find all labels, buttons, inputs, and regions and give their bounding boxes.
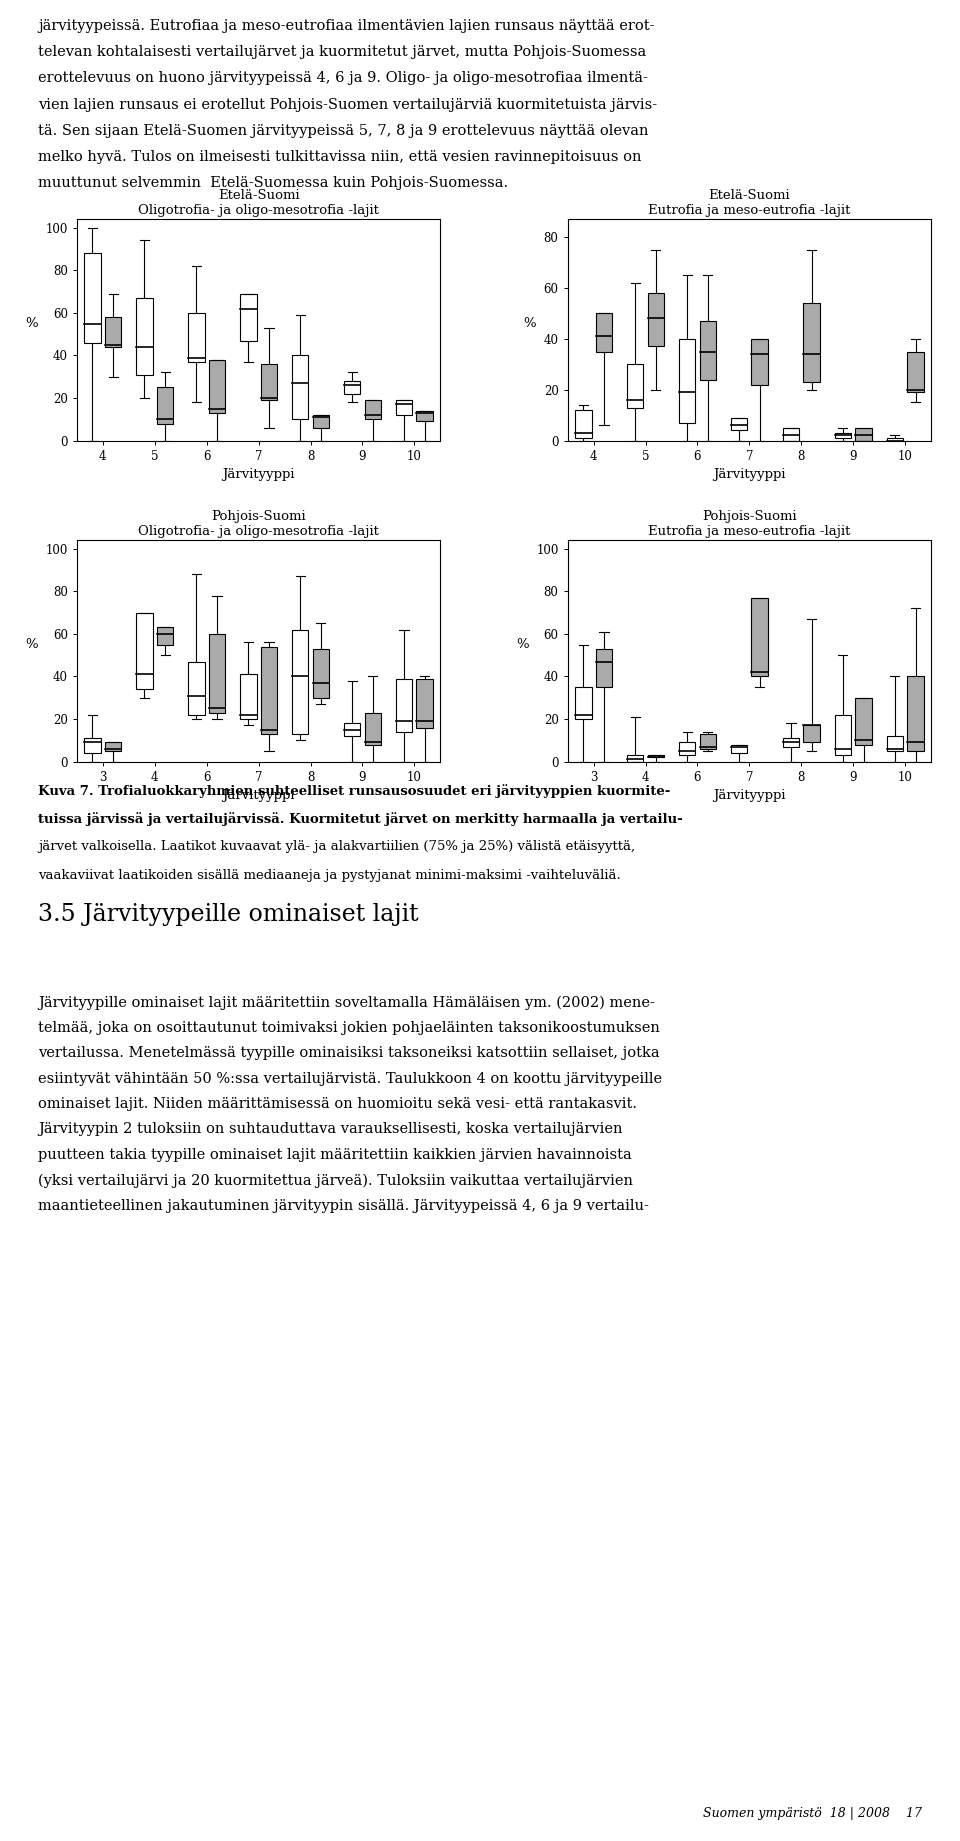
Bar	[855, 427, 872, 440]
Text: esiintyvät vähintään 50 %:ssa vertailujärvistä. Taulukkoon 4 on koottu järvityyp: esiintyvät vähintään 50 %:ssa vertailujä…	[38, 1071, 662, 1086]
Bar	[886, 438, 903, 440]
Title: Pohjois-Suomi
Oligotrofia- ja oligo-mesotrofia -lajit: Pohjois-Suomi Oligotrofia- ja oligo-meso…	[138, 510, 379, 538]
Bar	[84, 738, 101, 753]
Bar	[627, 365, 643, 407]
Bar	[804, 304, 820, 383]
Bar	[240, 295, 256, 341]
Bar	[396, 679, 413, 731]
Text: tä. Sen sijaan Etelä-Suomen järvityypeissä 5, 7, 8 ja 9 erottelevuus näyttää ole: tä. Sen sijaan Etelä-Suomen järvityypeis…	[38, 123, 649, 138]
Bar	[292, 630, 308, 735]
Bar	[886, 736, 903, 751]
Bar	[136, 298, 153, 374]
Bar	[396, 399, 413, 414]
X-axis label: Järvityyppi: Järvityyppi	[223, 468, 295, 481]
X-axis label: Järvityyppi: Järvityyppi	[713, 790, 785, 803]
Bar	[208, 359, 226, 412]
Y-axis label: %: %	[25, 317, 37, 330]
Text: puutteen takia tyypille ominaiset lajit määritettiin kaikkien järvien havainnois: puutteen takia tyypille ominaiset lajit …	[38, 1147, 632, 1162]
Text: televan kohtalaisesti vertailujärvet ja kuormitetut järvet, mutta Pohjois-Suomes: televan kohtalaisesti vertailujärvet ja …	[38, 46, 647, 59]
Bar	[804, 725, 820, 742]
Bar	[648, 755, 664, 757]
Title: Etelä-Suomi
Eutrofia ja meso-eutrofia -lajit: Etelä-Suomi Eutrofia ja meso-eutrofia -l…	[648, 188, 851, 217]
Y-axis label: %: %	[523, 317, 536, 330]
Bar	[188, 661, 204, 714]
Text: vien lajien runsaus ei erotellut Pohjois-Suomen vertailujärviä kuormitetuista jä: vien lajien runsaus ei erotellut Pohjois…	[38, 98, 658, 112]
Text: Kuva 7. Trofialuokkaryhmien suhteelliset runsausosuudet eri järvityyppien kuormi: Kuva 7. Trofialuokkaryhmien suhteelliset…	[38, 784, 671, 797]
Bar	[855, 698, 872, 744]
Bar	[344, 381, 360, 394]
Bar	[84, 254, 101, 342]
Text: Suomen ympäristö  18 | 2008    17: Suomen ympäristö 18 | 2008 17	[703, 1806, 922, 1821]
Bar	[907, 676, 924, 751]
Bar	[156, 387, 174, 423]
Bar	[782, 738, 800, 747]
Bar	[292, 355, 308, 420]
Bar	[240, 674, 256, 720]
Bar	[752, 339, 768, 385]
Bar	[700, 735, 716, 749]
X-axis label: Järvityyppi: Järvityyppi	[223, 790, 295, 803]
Bar	[156, 628, 174, 644]
Text: 3.5 Järvityypeille ominaiset lajit: 3.5 Järvityypeille ominaiset lajit	[38, 904, 419, 926]
Bar	[731, 418, 747, 431]
Bar	[679, 339, 695, 423]
Text: melko hyvä. Tulos on ilmeisesti tulkittavissa niin, että vesien ravinnepitoisuus: melko hyvä. Tulos on ilmeisesti tulkitta…	[38, 149, 642, 164]
Bar	[105, 317, 122, 346]
Bar	[752, 598, 768, 676]
Bar	[834, 433, 852, 438]
Bar	[313, 414, 329, 427]
Text: maantieteellinen jakautuminen järvityypin sisällä. Järvityypeissä 4, 6 ja 9 vert: maantieteellinen jakautuminen järvityypi…	[38, 1198, 649, 1213]
Bar	[782, 427, 800, 440]
Bar	[365, 712, 381, 744]
Text: järvet valkoisella. Laatikot kuvaavat ylä- ja alakvartiilien (75% ja 25%) välist: järvet valkoisella. Laatikot kuvaavat yl…	[38, 839, 636, 854]
Bar	[627, 755, 643, 762]
Bar	[417, 679, 433, 727]
Bar	[313, 648, 329, 698]
Bar	[188, 313, 204, 363]
Title: Pohjois-Suomi
Eutrofia ja meso-eutrofia -lajit: Pohjois-Suomi Eutrofia ja meso-eutrofia …	[648, 510, 851, 538]
Text: telmää, joka on osoittautunut toimivaksi jokien pohjaeläinten taksonikoostumukse: telmää, joka on osoittautunut toimivaksi…	[38, 1020, 660, 1035]
Bar	[417, 411, 433, 422]
Y-axis label: %: %	[516, 637, 529, 652]
Text: Järvityypille ominaiset lajit määritettiin soveltamalla Hämäläisen ym. (2002) me: Järvityypille ominaiset lajit määritetti…	[38, 996, 656, 1009]
Bar	[679, 742, 695, 755]
Text: ominaiset lajit. Niiden määrittämisessä on huomioitu sekä vesi- että rantakasvit: ominaiset lajit. Niiden määrittämisessä …	[38, 1097, 637, 1110]
Bar	[136, 613, 153, 689]
Bar	[208, 633, 226, 712]
Text: järvityypeissä. Eutrofiaa ja meso-eutrofiaa ilmentävien lajien runsaus näyttää e: järvityypeissä. Eutrofiaa ja meso-eutrof…	[38, 18, 655, 33]
Bar	[105, 742, 122, 751]
Text: vaakaviivat laatikoiden sisällä mediaaneja ja pystyjanat minimi-maksimi -vaihtel: vaakaviivat laatikoiden sisällä mediaane…	[38, 869, 621, 882]
Y-axis label: %: %	[25, 637, 37, 652]
Bar	[834, 714, 852, 755]
Text: vertailussa. Menetelmässä tyypille ominaisiksi taksoneiksi katsottiin sellaiset,: vertailussa. Menetelmässä tyypille omina…	[38, 1046, 660, 1060]
Bar	[344, 724, 360, 736]
Text: (yksi vertailujärvi ja 20 kuormitettua järveä). Tuloksiin vaikuttaa vertailujärv: (yksi vertailujärvi ja 20 kuormitettua j…	[38, 1173, 634, 1187]
Title: Etelä-Suomi
Oligotrofia- ja oligo-mesotrofia -lajit: Etelä-Suomi Oligotrofia- ja oligo-mesotr…	[138, 188, 379, 217]
Text: tuissa järvissä ja vertailujärvissä. Kuormitetut järvet on merkitty harmaalla ja: tuissa järvissä ja vertailujärvissä. Kuo…	[38, 812, 684, 827]
Bar	[731, 744, 747, 753]
Bar	[595, 648, 612, 687]
Text: muuttunut selvemmin  Etelä-Suomessa kuin Pohjois-Suomessa.: muuttunut selvemmin Etelä-Suomessa kuin …	[38, 177, 509, 190]
Bar	[261, 365, 277, 399]
Bar	[907, 352, 924, 392]
Text: Järvityypin 2 tuloksiin on suhtauduttava varauksellisesti, koska vertailujärvien: Järvityypin 2 tuloksiin on suhtauduttava…	[38, 1123, 623, 1136]
X-axis label: Järvityyppi: Järvityyppi	[713, 468, 785, 481]
Bar	[648, 293, 664, 346]
Text: erottelevuus on huono järvityypeissä 4, 6 ja 9. Oligo- ja oligo-mesotrofiaa ilme: erottelevuus on huono järvityypeissä 4, …	[38, 72, 648, 85]
Bar	[575, 687, 591, 720]
Bar	[700, 320, 716, 379]
Bar	[261, 646, 277, 735]
Bar	[575, 411, 591, 438]
Bar	[365, 399, 381, 420]
Bar	[595, 313, 612, 352]
